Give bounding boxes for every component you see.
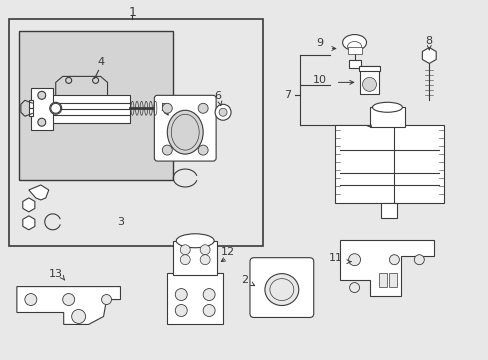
Circle shape [198,145,208,155]
Circle shape [38,91,46,99]
Circle shape [203,289,215,301]
Bar [29,108,33,116]
Text: 2: 2 [241,275,248,285]
Text: 1: 1 [128,6,136,19]
Text: 9: 9 [316,37,323,48]
Circle shape [92,77,99,84]
Polygon shape [339,240,433,296]
Bar [359,67,379,94]
Polygon shape [23,216,35,230]
Polygon shape [17,287,120,324]
Circle shape [72,310,85,323]
Bar [347,46,361,54]
Circle shape [219,108,226,116]
Circle shape [198,103,208,113]
Circle shape [175,289,187,301]
Polygon shape [23,198,35,212]
Bar [155,102,167,114]
Ellipse shape [342,35,366,50]
Circle shape [348,254,360,266]
Bar [379,273,386,287]
Bar [369,107,405,127]
Text: 8: 8 [425,36,432,46]
Circle shape [413,255,424,265]
Circle shape [203,305,215,316]
Polygon shape [422,48,435,63]
Circle shape [162,103,172,113]
Ellipse shape [372,102,402,112]
Bar [167,273,223,324]
Text: 12: 12 [221,247,235,257]
Text: 11: 11 [328,253,342,263]
Bar [19,31,173,180]
Circle shape [50,102,61,114]
Text: 4: 4 [97,58,104,67]
Text: 6: 6 [214,91,221,101]
Ellipse shape [264,274,298,306]
Ellipse shape [176,234,214,248]
Text: 10: 10 [312,75,326,85]
Bar [9,19,263,246]
Text: 5: 5 [160,103,166,113]
Circle shape [349,283,359,293]
Bar [334,125,443,203]
Polygon shape [29,185,49,200]
FancyBboxPatch shape [249,258,313,318]
FancyBboxPatch shape [154,95,216,161]
Bar [173,241,217,275]
Circle shape [38,118,46,126]
Bar [358,67,380,71]
Circle shape [162,145,172,155]
Circle shape [25,293,37,306]
Bar [46,95,130,123]
Bar [29,100,33,108]
Circle shape [200,255,210,265]
Bar [381,203,397,218]
Circle shape [180,255,190,265]
Ellipse shape [347,41,361,51]
Ellipse shape [167,110,203,154]
Circle shape [62,293,75,306]
Text: 7: 7 [284,90,291,100]
Bar [348,60,360,68]
Circle shape [65,77,72,84]
Circle shape [362,77,376,91]
Bar [31,88,53,130]
Circle shape [175,305,187,316]
Circle shape [200,245,210,255]
Bar [388,273,397,287]
Text: 13: 13 [49,269,62,279]
Circle shape [215,104,230,120]
Circle shape [388,255,399,265]
Circle shape [180,245,190,255]
Circle shape [102,294,111,305]
Text: 3: 3 [117,217,124,227]
